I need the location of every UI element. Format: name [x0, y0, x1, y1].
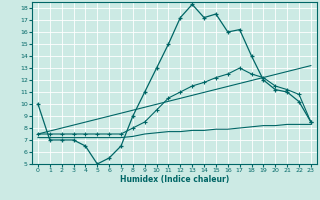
X-axis label: Humidex (Indice chaleur): Humidex (Indice chaleur): [120, 175, 229, 184]
